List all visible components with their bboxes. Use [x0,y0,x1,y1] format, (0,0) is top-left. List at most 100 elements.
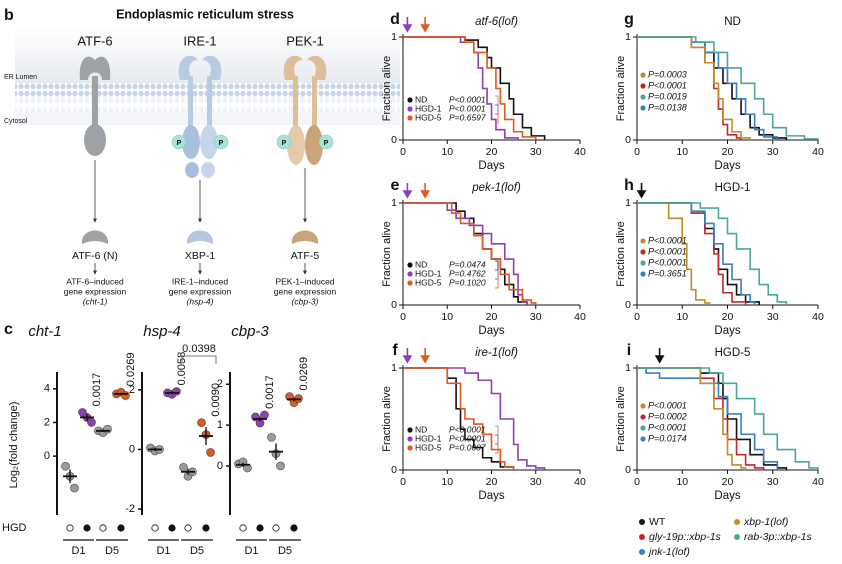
phospho-label: P [324,140,329,147]
y-tick-label: 4 [44,383,50,395]
x-tick-label: 20 [486,476,498,488]
p-value: P=0.0474 [449,259,486,269]
comparison-bracket [181,355,217,364]
legend-swatch [407,106,413,112]
p-value: P<0.0001 [648,422,687,432]
p-bracket [495,104,499,115]
p-value-swatch [640,249,646,255]
lumen-label: ER Lumen [4,74,37,81]
x-tick-label: 40 [812,146,824,158]
output-line: (cbp-3) [292,296,319,306]
y-tick-label: 0 [217,460,223,472]
phospho [213,134,229,150]
legend-swatch [407,445,413,451]
survival-curve [637,202,747,305]
p-bracket [495,113,499,124]
time-arrow [420,348,431,364]
p-value: P<0.0001 [449,433,486,443]
p-value: P<0.0001 [648,400,687,410]
p-value-swatch [640,72,646,78]
p-value-swatch [640,403,646,409]
p-value-swatch [640,260,646,266]
sensor-label: PEK-1 [286,33,324,48]
p-value: 0.0017 [91,373,103,407]
panel-subtitle: ND [724,16,741,28]
diagram: b Endoplasmic reticulum stress ER Lumen … [4,7,400,306]
y-axis-label: Fraction alive [381,56,393,121]
p-value: P<0.0001 [449,424,486,434]
p-value: P<0.0001 [449,103,486,113]
hgd-marker [239,524,247,532]
survival-curve [403,202,528,305]
p-value: 0.0058 [176,352,188,386]
survival-curve [637,202,711,305]
legend-swatch [407,436,413,442]
x-tick-label: 40 [574,311,586,323]
p-bracket [495,434,499,445]
p-value-swatch [640,94,646,100]
subplot-title: cbp-3 [231,323,269,340]
y-axis-label: Fraction alive [381,386,393,451]
x-tick-label: 10 [441,311,453,323]
hgd-marker [151,524,159,532]
survival-curve [403,36,537,140]
panel-subtitle: atf-6(lof) [475,16,518,28]
legend-swatch [407,280,413,286]
sensor-label: ATF-6 [77,33,112,48]
ire1-rnase [185,162,199,178]
legend-label: ND [415,424,427,434]
p-value: P=0.6597 [449,112,486,122]
subplot-title: hsp-4 [143,323,181,340]
p-bracket [495,95,499,106]
data-point [172,387,181,396]
legend-label: HGD-5 [415,277,442,287]
x-tick-label: 30 [767,476,779,488]
y-tick-label: 2 [44,416,50,428]
x-tick-label: 40 [812,311,824,323]
y-axis-label: Log₂(fold change) [8,402,20,489]
p-value-swatch [640,105,646,111]
p-value-swatch [640,436,646,442]
x-tick-label: 20 [722,146,734,158]
y-tick-label: 0 [129,443,135,455]
y-tick-label: 0 [391,134,397,146]
y-axis-label: Fraction alive [615,386,627,451]
panel-letter: b [4,7,14,24]
survival-curve [637,202,788,305]
y-tick-label: 2 [129,384,135,396]
ire1-kinase [182,125,200,159]
p-value: P=0.0003 [648,69,687,79]
y-axis-label: Fraction alive [381,221,393,286]
p-value: P=0.0002 [648,411,687,421]
x-tick-label: 20 [722,311,734,323]
survival-curve [637,367,819,470]
x-tick-label: 0 [400,146,406,158]
hgd-marker [99,524,107,532]
pek1-stem [312,76,317,126]
y-tick-label: 1 [391,197,397,209]
hgd-marker [256,524,264,532]
output-line: gene expression [274,286,337,296]
survival-curve [637,36,819,140]
output-line: gene expression [169,286,232,296]
p-value: P=0.1020 [449,277,486,287]
phospho [318,134,334,150]
survival-curve [637,202,756,305]
time-arrow [402,17,413,33]
p-value: 0.0090 [210,383,222,417]
legend-label: xbp-1(lof) [743,516,788,528]
sensor-label: IRE-1 [183,33,216,48]
p-value: 0.0269 [298,357,310,391]
ire1-luminal [202,55,222,80]
legend-swatch [407,427,413,433]
day-label: D5 [278,545,292,557]
xbp1 [186,230,214,244]
subplot-title: cht-1 [28,323,61,340]
day-label: D1 [244,545,258,557]
pek1-luminal [307,55,327,80]
time-arrow [636,183,647,199]
phospho-label: P [177,140,182,147]
panel-letter: e [391,177,400,194]
hgd-marker [66,524,74,532]
row-label: HGD [2,522,27,534]
